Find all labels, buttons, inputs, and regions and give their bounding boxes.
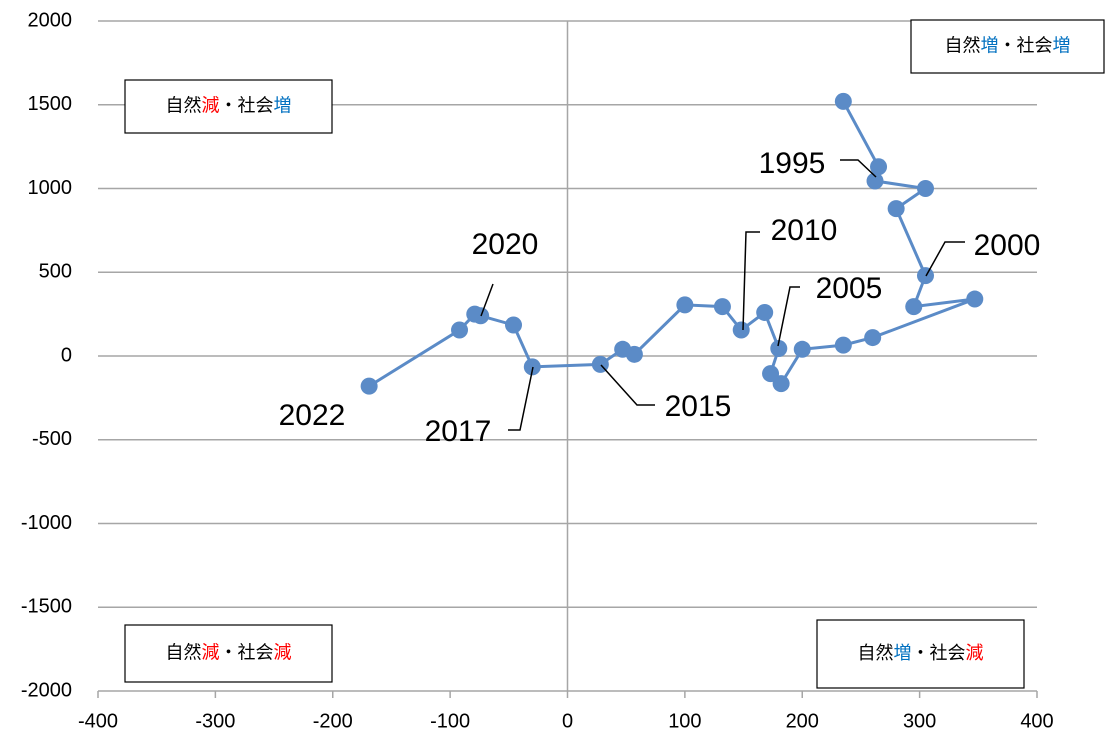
quadrant-label-part: 増 [274,95,292,115]
data-point [614,340,632,358]
quadrant-label-part: 減 [274,642,292,662]
data-point [770,339,788,357]
data-point [505,316,523,334]
quadrant-label: 自然増・社会減 [858,643,984,663]
quadrant-label-part: ・社会 [220,95,274,115]
x-tick-label: 400 [1020,710,1053,732]
annotation-leader [508,366,534,431]
data-point [834,336,852,354]
quadrant-box [124,79,333,134]
y-tick-label: 500 [39,261,72,283]
data-point [676,296,694,314]
x-tick-label: 300 [903,710,936,732]
quadrant-label-part: 自然 [166,642,202,662]
y-tick-label: 2000 [28,9,73,31]
y-tick-label: -1000 [21,512,72,534]
y-tick-label: 1500 [28,93,73,115]
data-point [905,298,923,316]
quadrant-box [910,19,1105,74]
data-point [870,158,888,176]
annotation: 2015 [665,390,732,423]
y-tick-label: -2000 [21,679,72,701]
quadrant-box [816,619,1025,689]
annotation: 2010 [771,214,838,247]
data-point [360,377,378,395]
y-tick-label: 0 [61,344,72,366]
quadrant-label: 自然増・社会増 [945,35,1071,55]
x-tick-label: 100 [668,710,701,732]
quadrant-label-part: 自然 [166,95,202,115]
quadrant-label-part: 増 [1053,35,1071,55]
data-point [864,329,882,347]
x-tick-label: -100 [430,710,470,732]
quadrant-label-part: ・社会 [999,35,1053,55]
series-line [368,100,976,388]
quadrant-label-part: 減 [202,95,220,115]
data-point [713,298,731,316]
quadrant-label-part: ・社会 [912,643,966,663]
annotation-leader [480,283,494,317]
quadrant-label-part: ・社会 [220,642,274,662]
data-point [834,92,852,110]
x-tick-label: -300 [195,710,235,732]
data-point [916,180,934,197]
quadrant-label: 自然減・社会減 [166,642,292,662]
x-tick-label: -200 [313,710,353,732]
data-point [866,172,884,190]
quadrant-label: 自然減・社会増 [166,95,292,115]
quadrant-label-part: 増 [894,643,912,663]
annotation: 2000 [974,229,1041,262]
annotation: 1995 [759,147,826,180]
data-point [762,365,780,383]
annotation: 2005 [816,272,883,305]
x-tick-label: 200 [786,710,819,732]
quadrant-label-part: 自然 [858,643,894,663]
data-point [466,305,484,323]
y-tick-label: -1500 [21,596,72,618]
quadrant-label-part: 減 [202,642,220,662]
y-tick-label: 1000 [28,177,73,199]
quadrant-label-part: 減 [966,643,984,663]
quadrant-label-part: 増 [981,35,999,55]
annotation-leader [742,231,760,331]
annotation: 2022 [279,399,346,432]
data-point [793,340,811,358]
data-point [451,321,469,339]
quadrant-label-part: 自然 [945,35,981,55]
data-point [966,290,984,308]
y-tick-label: -500 [32,428,72,450]
x-tick-label: -400 [78,710,118,732]
quadrant-box [124,624,333,683]
annotation-leader [925,241,965,277]
data-point [887,200,905,218]
annotation-leader [840,159,877,178]
annotation: 2017 [425,415,492,448]
x-tick-label: 0 [562,710,573,732]
data-point [732,321,750,339]
data-point [756,303,774,321]
annotation: 2020 [472,228,539,261]
annotation-leader [777,286,800,347]
annotation-leader [600,364,655,406]
data-point [772,375,790,393]
